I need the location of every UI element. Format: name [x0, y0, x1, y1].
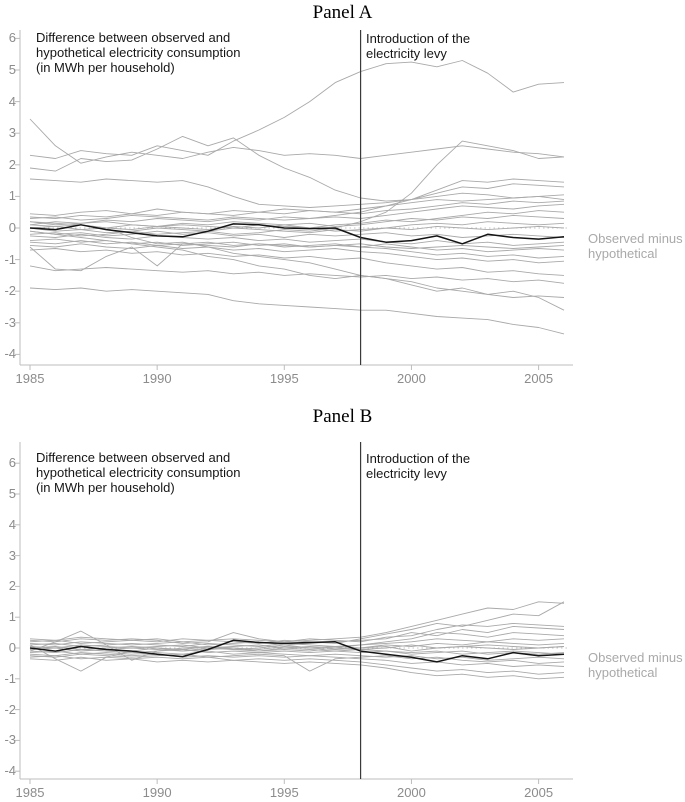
household-series-line [29, 649, 565, 655]
panel-a-plot-area [15, 30, 573, 370]
x-axis-tick-label: 2000 [396, 785, 426, 800]
x-axis-tick-label: 1995 [269, 785, 299, 800]
note-line: (in MWh per household) [36, 60, 175, 75]
household-series-line [29, 140, 565, 237]
household-series-line [29, 644, 565, 672]
y-axis-tick-label: -4 [4, 763, 16, 779]
y-axis-tick-label: 6 [8, 30, 16, 46]
household-series-line [29, 60, 565, 159]
panel-b-variable-note: Difference between observed and hypothet… [36, 450, 241, 495]
household-series-line [29, 230, 565, 311]
panel-a-series-label: Observed minus hypothetical [588, 231, 683, 261]
levy-annotation-line: electricity levy [366, 466, 447, 481]
y-axis-tick-label: 4 [8, 516, 16, 532]
levy-annotation-line: Introduction of the [366, 451, 471, 466]
household-series-line [29, 652, 565, 667]
household-series-line [29, 225, 565, 234]
y-axis-tick-label: -1 [4, 670, 16, 686]
y-axis-tick-label: 2 [8, 156, 16, 172]
household-series-line [29, 287, 565, 335]
y-axis-tick-label: 0 [8, 220, 16, 235]
household-series-line [29, 265, 565, 284]
note-line: (in MWh per household) [36, 480, 175, 495]
y-axis-tick-label: 3 [8, 547, 16, 563]
household-series-line [29, 601, 565, 643]
y-axis-tick-label: -3 [4, 314, 16, 330]
x-axis-tick-label: 1995 [269, 371, 299, 386]
y-axis-tick-label: -1 [4, 251, 16, 267]
x-axis-tick-label: 2005 [524, 785, 554, 800]
x-axis-tick-label: 1990 [142, 371, 172, 386]
household-series-line [29, 221, 565, 298]
household-series-line [29, 656, 565, 680]
y-axis-tick-label: 5 [8, 62, 16, 77]
panel-a-variable-note: Difference between observed and hypothet… [36, 30, 241, 75]
note-line: Difference between observed and [36, 450, 231, 465]
x-axis-tick-label: 2005 [524, 371, 554, 386]
note-line: hypothetical electricity consumption [36, 465, 241, 480]
y-axis-tick-label: -2 [4, 701, 16, 717]
y-axis-tick-label: 4 [8, 93, 16, 109]
series-label-line: hypothetical [588, 246, 658, 261]
household-series-line [29, 653, 565, 672]
household-series-line [29, 248, 565, 276]
x-axis-tick-label: 1985 [15, 785, 45, 800]
household-series-line [29, 195, 565, 216]
observed-minus-hypothetical-line [29, 223, 565, 245]
y-axis-tick-label: -3 [4, 732, 16, 748]
x-axis-tick-label: 1985 [15, 371, 45, 386]
household-series-line [29, 644, 565, 652]
panel-b-plot-area [15, 442, 573, 784]
levy-annotation-line: electricity levy [366, 46, 447, 61]
household-series-line [29, 203, 565, 221]
panel-b-series-label: Observed minus hypothetical [588, 650, 683, 680]
household-series-line [29, 178, 565, 208]
household-series-line [29, 243, 565, 264]
y-axis-tick-label: -4 [4, 346, 16, 362]
household-series-line [29, 650, 565, 661]
household-series-line [29, 135, 565, 202]
household-series-line [29, 118, 565, 164]
panel-b-levy-annotation: Introduction of the electricity levy [366, 451, 470, 481]
y-axis-tick-label: -2 [4, 283, 16, 299]
series-label-line: Observed minus [588, 231, 683, 246]
levy-annotation-line: Introduction of the [366, 31, 471, 46]
household-series-line [29, 200, 565, 219]
household-series-line [29, 214, 565, 227]
panel-b-title: Panel B [312, 406, 373, 427]
y-axis-tick-label: 3 [8, 125, 16, 141]
series-label-line: Observed minus [588, 650, 683, 665]
household-series-line [29, 221, 565, 232]
y-axis-tick-label: 0 [8, 640, 16, 655]
y-axis-tick-label: 6 [8, 455, 16, 471]
note-line: hypothetical electricity consumption [36, 45, 241, 60]
household-series-line [29, 622, 565, 644]
series-label-line: hypothetical [588, 665, 658, 680]
household-series-line [29, 632, 565, 647]
household-series-line [29, 178, 565, 226]
household-series-line [29, 240, 565, 259]
x-axis-tick-label: 1990 [142, 785, 172, 800]
panel-a-levy-annotation: Introduction of the electricity levy [366, 31, 470, 61]
household-series-line [29, 630, 565, 661]
household-series-line [29, 655, 565, 675]
household-series-line [29, 210, 565, 231]
household-series-line [29, 641, 565, 650]
panel-b: Panel B Difference between observed and … [0, 400, 685, 802]
y-axis-tick-label: 1 [8, 188, 16, 204]
panel-a-title: Panel A [312, 2, 373, 23]
household-series-line [29, 230, 565, 238]
household-series-line [29, 233, 565, 246]
panel-a: Panel A Difference between observed and … [0, 0, 685, 400]
observed-minus-hypothetical-line [29, 639, 565, 663]
x-axis-tick-label: 2000 [396, 371, 426, 386]
y-axis-tick-label: 1 [8, 609, 16, 625]
y-axis-tick-label: 2 [8, 578, 16, 594]
note-line: Difference between observed and [36, 30, 231, 45]
y-axis-tick-label: 5 [8, 486, 16, 501]
household-series-line [29, 601, 565, 644]
